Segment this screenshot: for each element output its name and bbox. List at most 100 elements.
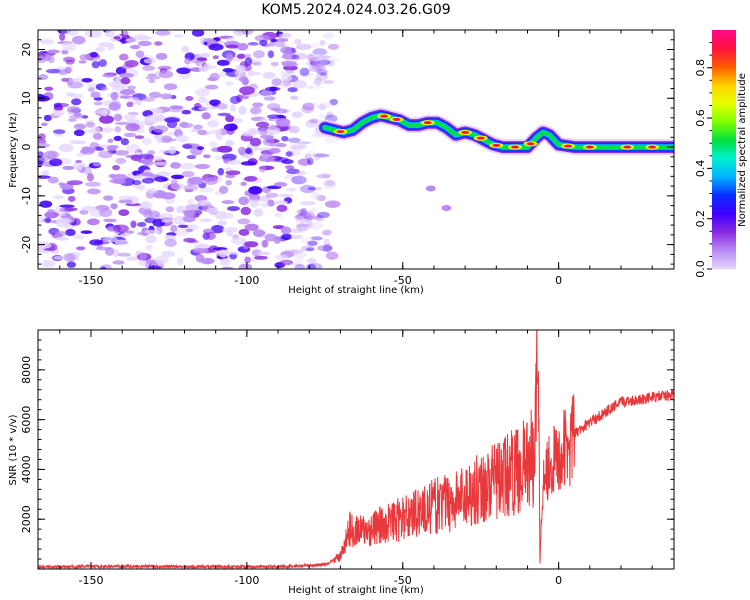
spectrogram-noise-blob <box>170 174 184 180</box>
spectrogram-noise-blob <box>120 138 130 146</box>
spectrogram-noise-blob <box>165 206 175 213</box>
spectrogram-noise-blob <box>279 81 292 88</box>
spectrogram-noise-blob <box>315 57 326 61</box>
spectrogram-noise-blob <box>309 60 320 67</box>
spectrogram-frame <box>37 29 675 270</box>
spectrogram-noise-blob <box>158 149 173 154</box>
spectrogram-noise-blob <box>47 209 55 214</box>
spectrogram-noise-blob <box>122 30 129 36</box>
spectrogram-noise-blob <box>41 259 50 268</box>
spectrogram-noise-blob <box>269 124 276 130</box>
spectrogram-noise-blob <box>313 53 325 61</box>
spectrogram-noise-blob <box>253 208 264 217</box>
spectrogram-noise-blob <box>254 255 268 260</box>
spectrogram-noise-blob <box>306 220 313 228</box>
spectrogram-noise-blob <box>112 164 120 171</box>
spectrogram-noise-blob <box>174 228 189 236</box>
spectrogram-noise-blob <box>281 53 297 60</box>
spectrogram-noise-blob <box>305 85 315 90</box>
spectrogram-noise-blob <box>170 162 182 169</box>
spectrogram-noise-blob <box>130 154 143 161</box>
spectrogram-noise-blob <box>230 236 246 245</box>
spectrogram-noise-blob <box>118 209 130 217</box>
spectrogram-noise-blob <box>221 266 234 269</box>
spectrogram-noise-blob <box>98 115 115 124</box>
spectrogram-noise-blob <box>298 212 312 219</box>
spectrogram-noise-blob <box>111 84 126 92</box>
spectrogram-noise-blob <box>53 102 62 108</box>
spectrogram-noise-blob <box>101 108 108 117</box>
spectrogram-noise-blob <box>48 55 55 64</box>
spectrogram-noise-blob <box>319 40 326 46</box>
spectrogram-noise-blob <box>65 59 75 65</box>
spectrogram-noise-blob <box>120 77 131 85</box>
spectrogram-noise-blob <box>67 180 83 186</box>
spectrogram-noise-blob <box>161 219 172 223</box>
spectrogram-noise-blob <box>65 228 76 237</box>
spectrogram-noise-blob <box>123 113 136 121</box>
snr-panel: -150 -100 -50 0 2000 4000 6000 8000 Height of s… <box>8 329 675 596</box>
spectrogram-noise-blob <box>329 98 338 106</box>
spectrogram-noise-blob <box>311 64 326 71</box>
spectrogram-noise-blob <box>89 239 104 246</box>
spectrogram-noise-blob <box>281 60 297 66</box>
spectrogram-noise-blob <box>310 236 323 241</box>
spectrogram-noise-blob <box>147 73 157 78</box>
spectrogram-noise-blob <box>294 263 306 269</box>
spectrogram-noise-blob <box>292 79 307 89</box>
spectrogram-noise-blob <box>208 129 222 135</box>
spectrogram-stray-blob <box>425 185 436 192</box>
spectrogram-noise-blob <box>323 238 330 246</box>
spectrogram-noise-blob <box>307 53 315 61</box>
spectrogram-noise-blob <box>212 55 219 60</box>
spectrogram-noise-blob <box>290 234 303 240</box>
spectrogram-noise-blob <box>240 181 247 186</box>
spectrogram-noise-blob <box>125 256 141 261</box>
spectrogram-noise-blob <box>301 211 316 220</box>
spectrogram-hotspot-core <box>623 145 632 149</box>
spectrogram-noise-blob <box>71 98 82 106</box>
spectrogram-noise-blob <box>119 95 132 99</box>
spectrogram-noise-blob <box>259 39 268 46</box>
spectrogram-noise-blob <box>290 144 307 150</box>
spectrogram-noise-blob <box>296 223 309 232</box>
spectrogram-noise-blob <box>322 172 332 179</box>
spectrogram-noise-blob <box>184 57 191 65</box>
spectrogram-noise-blob <box>107 138 114 144</box>
spectrogram-noise-blob <box>291 54 300 60</box>
spectrogram-noise-blob <box>145 244 154 251</box>
spectrogram-noise-blob <box>258 127 268 136</box>
snr-ylabel: SNR (10 * v/v) <box>8 414 19 485</box>
spectrogram-noise-blob <box>259 165 267 173</box>
snr-ytick-label: 4000 <box>20 455 33 483</box>
spectrogram-noise-blob <box>307 186 316 191</box>
spectrogram-noise-blob <box>290 95 299 100</box>
spectrogram-hotspot-core <box>585 145 594 149</box>
spectrogram-noise-blob <box>81 77 93 83</box>
spectrogram-noise-blob <box>75 166 83 171</box>
spectrogram-noise-blob <box>99 266 107 269</box>
spectrogram-noise-blob <box>301 105 314 114</box>
spectrogram-noise-blob <box>327 58 341 62</box>
spectrogram-noise-blob <box>176 257 184 266</box>
spectrogram-noise-blob <box>141 177 155 184</box>
spectrogram-noise-blob <box>204 176 218 185</box>
spectrogram-noise-blob <box>249 200 260 208</box>
spectrogram-noise-blob <box>185 96 194 101</box>
spectrogram-noise-blob <box>264 233 278 242</box>
spectrogram-noise-blob <box>160 192 176 200</box>
spectrogram-noise-blob <box>307 240 318 246</box>
spectrogram-noise-blob <box>286 168 300 175</box>
spectrogram-noise-blob <box>293 255 304 264</box>
spectrogram-noise-blob <box>49 158 63 167</box>
spectrogram-noise-blob <box>225 179 233 186</box>
spectrogram-noise-blob <box>224 167 233 172</box>
spectrogram-noise-blob <box>62 165 75 170</box>
spectrogram-noise-blob <box>266 126 281 135</box>
spectrogram-noise-blob <box>317 65 327 72</box>
spectrogram-noise-blob <box>78 60 87 64</box>
spectrogram-noise-blob <box>113 36 121 40</box>
spectrogram-noise-blob <box>294 38 302 45</box>
spectrogram-noise-blob <box>308 65 321 73</box>
spectrogram-noise-blob <box>295 251 308 258</box>
